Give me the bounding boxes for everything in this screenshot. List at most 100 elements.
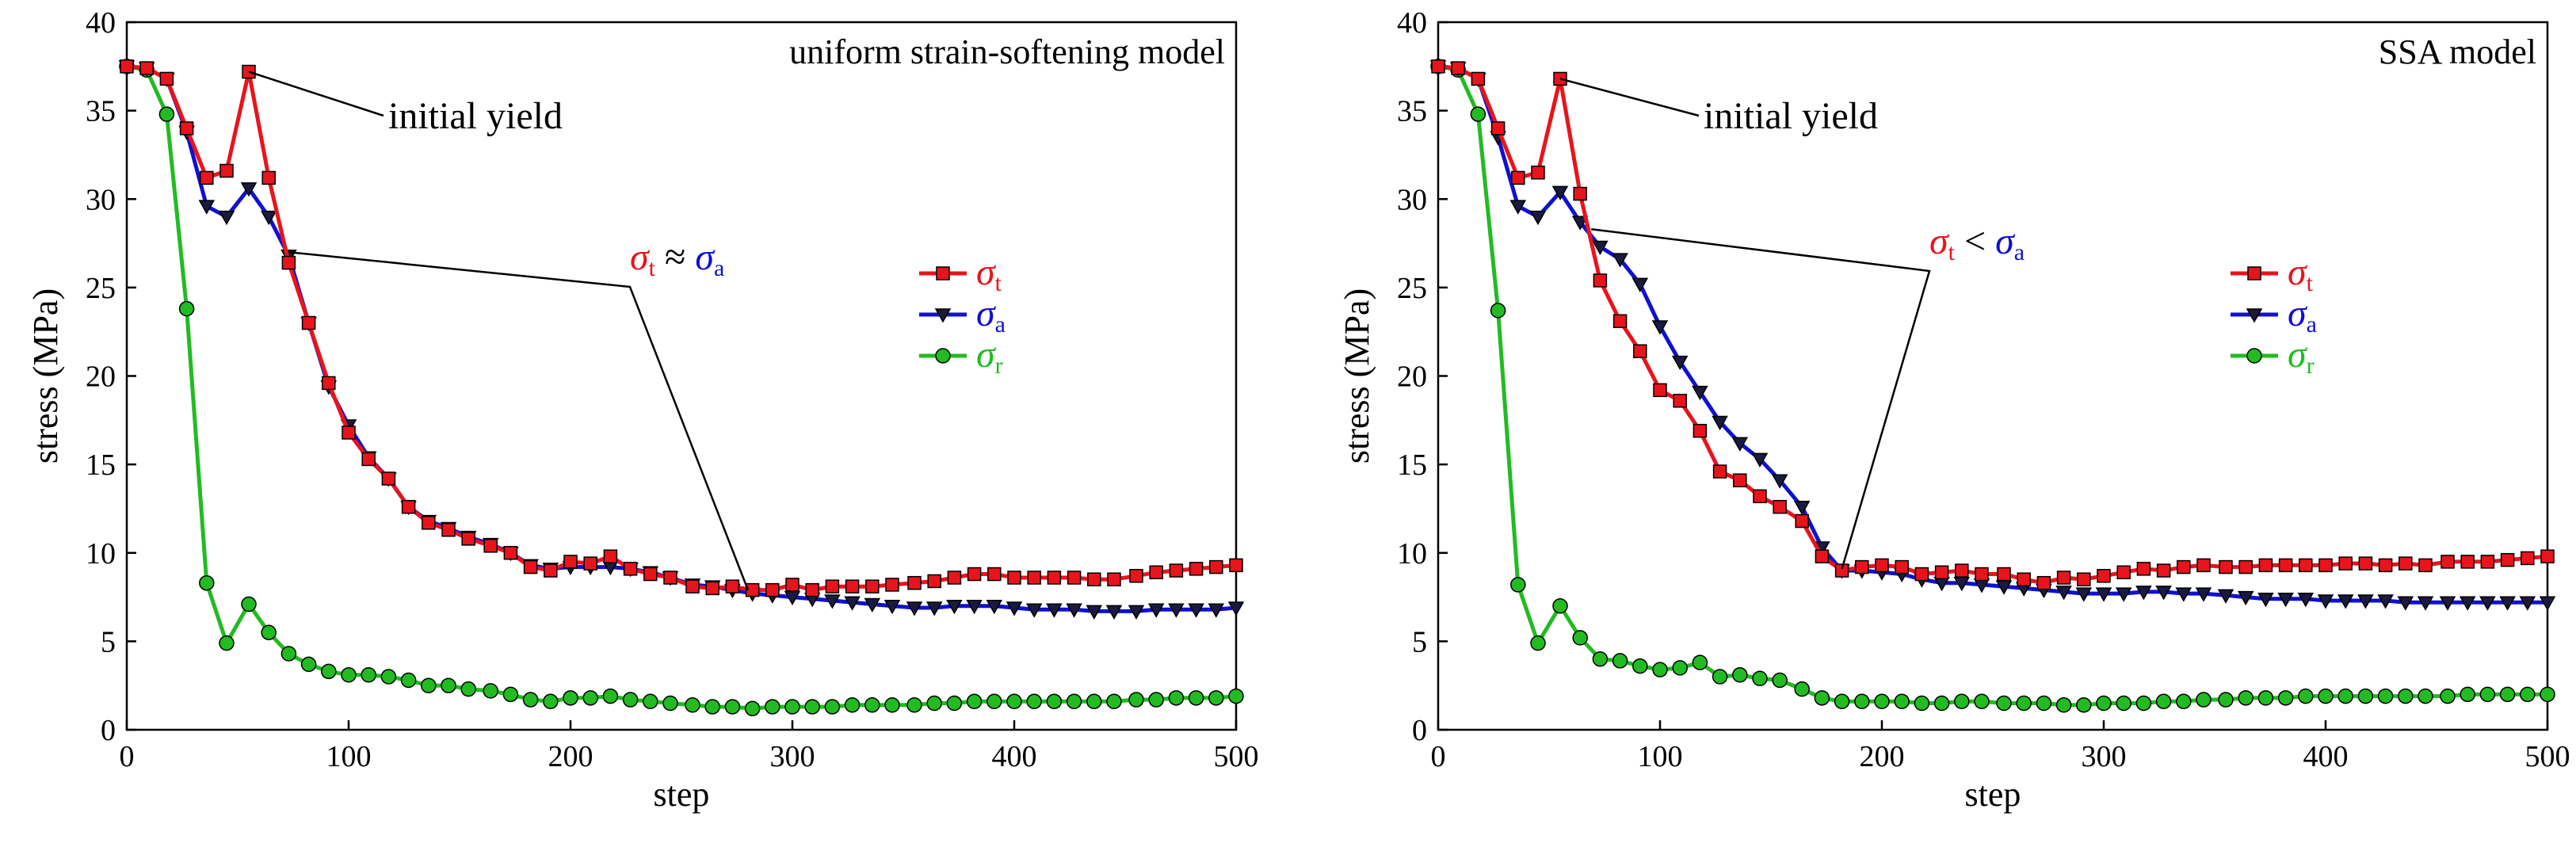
data-point xyxy=(2520,686,2536,703)
panel-title: uniform strain-softening model xyxy=(789,32,1225,71)
data-point xyxy=(1773,499,1787,514)
data-point xyxy=(2095,587,2112,602)
data-point xyxy=(281,255,296,270)
data-point xyxy=(381,471,396,486)
data-point xyxy=(805,582,819,597)
y-tick-label: 30 xyxy=(86,183,116,216)
legend-entry: σa xyxy=(2231,292,2317,338)
data-point xyxy=(1593,273,1608,288)
data-point xyxy=(2459,596,2476,611)
data-point xyxy=(1169,563,1184,578)
data-point xyxy=(1692,654,1708,670)
data-point xyxy=(785,578,800,592)
data-point xyxy=(1834,563,1849,578)
data-point xyxy=(582,690,598,706)
data-point xyxy=(1189,562,1204,576)
relation-part-right_sub: a xyxy=(2014,239,2025,265)
data-point xyxy=(322,376,336,391)
data-point xyxy=(1652,662,1668,677)
data-point xyxy=(925,601,943,616)
data-point xyxy=(603,549,618,563)
data-point xyxy=(1128,605,1145,620)
legend-symbol: σ xyxy=(2288,334,2308,376)
data-point xyxy=(1975,567,1989,582)
y-tick-label: 25 xyxy=(86,272,116,305)
data-point xyxy=(2218,692,2234,708)
data-point xyxy=(2418,688,2433,704)
relation-part-op: ≈ xyxy=(655,236,695,278)
legend-subscript: t xyxy=(2307,270,2314,296)
data-point xyxy=(804,699,820,715)
data-point xyxy=(2036,575,2051,590)
data-point xyxy=(1653,383,1667,398)
data-point xyxy=(301,315,316,330)
data-point xyxy=(583,556,597,571)
y-tick-label: 25 xyxy=(1397,272,1427,305)
data-point xyxy=(241,596,257,612)
legend-marker xyxy=(2246,308,2263,323)
data-point xyxy=(1572,630,1588,646)
y-tick-label: 20 xyxy=(86,361,116,394)
yield-pointer-line xyxy=(248,71,384,117)
data-point xyxy=(1047,571,1062,585)
data-point xyxy=(724,699,741,715)
relation-part-left: σ xyxy=(630,236,651,278)
data-point xyxy=(765,582,780,597)
data-point xyxy=(1834,693,1850,710)
data-point xyxy=(884,696,900,713)
data-point xyxy=(260,210,277,226)
data-point xyxy=(1026,693,1042,710)
data-point xyxy=(139,61,154,75)
legend-label: σr xyxy=(2288,334,2315,379)
y-tick-label: 35 xyxy=(1397,95,1427,128)
x-tick-label: 100 xyxy=(1638,740,1683,773)
data-point xyxy=(2398,688,2414,704)
data-point xyxy=(845,579,860,593)
relation-pointer-lines xyxy=(1591,227,1931,570)
data-point xyxy=(844,596,861,611)
legend-marker xyxy=(2246,348,2262,364)
relation-part-right: σ xyxy=(695,236,716,278)
data-point xyxy=(422,516,436,530)
data-point xyxy=(2417,596,2434,611)
y-tick-label: 10 xyxy=(1397,537,1427,571)
data-point xyxy=(1129,569,1143,583)
plot-frame xyxy=(1437,21,2549,731)
data-point xyxy=(2500,552,2515,567)
legend-subscript: t xyxy=(995,270,1002,296)
data-point xyxy=(1875,558,1889,573)
data-point xyxy=(2237,590,2254,606)
data-point xyxy=(159,71,174,86)
data-point xyxy=(1228,688,1244,704)
data-point xyxy=(1632,658,1648,674)
data-point xyxy=(864,597,881,613)
data-point xyxy=(1530,635,1546,651)
data-point xyxy=(2397,596,2414,611)
data-point xyxy=(2299,558,2313,573)
data-point xyxy=(219,163,234,178)
x-tick-label: 400 xyxy=(2303,740,2349,773)
x-tick-label: 300 xyxy=(770,740,815,773)
data-point xyxy=(1531,166,1545,180)
data-point xyxy=(2135,695,2152,712)
data-point xyxy=(563,690,578,706)
data-point xyxy=(2017,572,2031,586)
data-point xyxy=(2519,596,2536,611)
data-point xyxy=(280,646,297,662)
data-point xyxy=(1529,210,1547,226)
series-markers-σa xyxy=(1429,60,2556,611)
data-point xyxy=(2096,695,2112,712)
data-point xyxy=(1651,320,1669,335)
data-point xyxy=(400,672,417,689)
y-tick-label: 30 xyxy=(1397,183,1427,216)
data-point xyxy=(1471,71,1486,86)
data-point xyxy=(1954,693,1970,710)
data-point xyxy=(1895,559,1909,574)
data-point xyxy=(685,579,700,593)
data-point xyxy=(1027,571,1041,585)
data-point xyxy=(483,539,498,553)
data-point xyxy=(1673,394,1687,408)
data-point xyxy=(2075,587,2093,602)
